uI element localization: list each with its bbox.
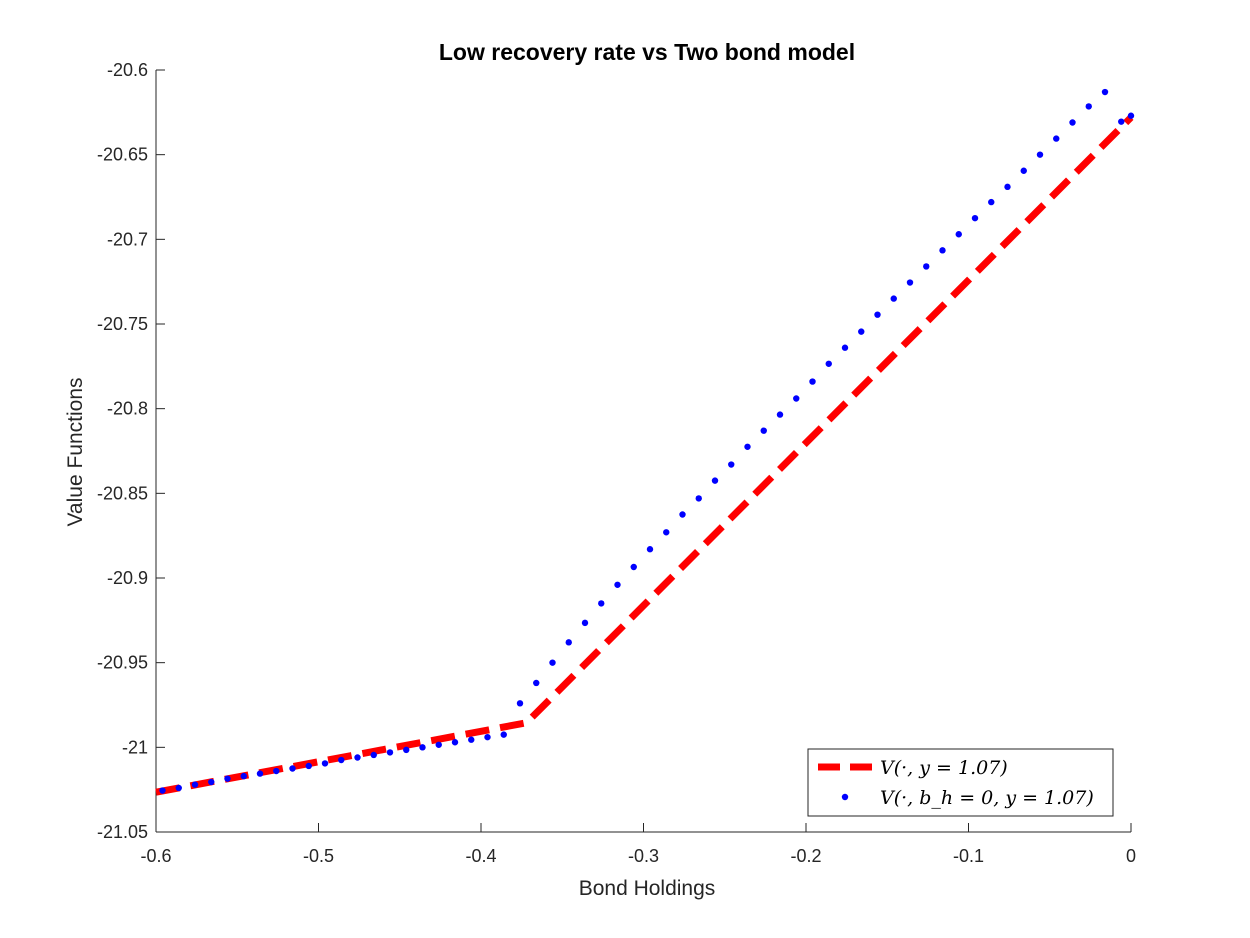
y-tick-label: -20.75: [97, 314, 148, 334]
y-tick-label: -20.7: [107, 229, 148, 249]
legend-entry-2: V(·, b_h = 0, y = 1.07): [880, 787, 1094, 809]
data-point: [906, 279, 914, 286]
y-tick-label: -21: [122, 737, 148, 757]
data-point: [256, 770, 264, 777]
data-point: [744, 443, 751, 450]
data-point: [468, 736, 475, 743]
data-point: [598, 600, 605, 607]
y-tick-label: -21.05: [97, 822, 148, 842]
data-point: [630, 563, 637, 571]
y-tick-label: -20.6: [107, 60, 148, 80]
data-point: [1069, 119, 1076, 126]
data-point: [793, 395, 800, 402]
data-point: [695, 495, 702, 502]
data-point: [1020, 167, 1027, 174]
data-point: [175, 784, 182, 792]
data-point: [1004, 183, 1011, 191]
legend-entry-1: V(·, y = 1.07): [880, 757, 1008, 779]
data-point: [451, 739, 459, 746]
data-point: [500, 731, 507, 738]
y-tick-label: -20.8: [107, 399, 148, 419]
data-point: [159, 787, 166, 794]
data-point: [776, 411, 784, 418]
x-tick-label: -0.5: [303, 846, 334, 866]
legend-swatch-dot: [841, 793, 849, 801]
data-point: [435, 741, 442, 748]
data-point: [1036, 151, 1044, 158]
data-point: [516, 700, 524, 707]
series-line-1: [155, 114, 1134, 796]
data-point: [988, 198, 995, 206]
data-point: [273, 767, 280, 775]
data-point: [1101, 88, 1109, 96]
data-point: [305, 762, 312, 770]
y-axis: -21.05 -21 -20.95 -20.9 -20.85 -20.8 -20.75 -20…: [97, 60, 165, 842]
data-point: [224, 775, 231, 782]
data-point: [939, 247, 946, 254]
data-point: [679, 511, 686, 518]
y-tick-label: -20.95: [97, 653, 148, 673]
data-point: [971, 214, 979, 222]
data-point: [1053, 135, 1060, 142]
data-point: [354, 754, 361, 761]
data-point: [338, 756, 345, 764]
x-tick-label: -0.3: [628, 846, 659, 866]
data-point: [549, 659, 556, 666]
data-point: [403, 746, 410, 754]
data-point: [191, 781, 199, 788]
data-point: [955, 231, 962, 238]
data-point: [663, 529, 670, 536]
y-tick-label: -20.65: [97, 145, 148, 165]
data-point: [419, 744, 426, 751]
data-point: [841, 344, 849, 351]
data-point: [614, 581, 621, 588]
data-point: [874, 311, 881, 318]
series-layer: [155, 88, 1135, 796]
x-tick-label: -0.2: [790, 846, 821, 866]
x-tick-label: -0.4: [465, 846, 496, 866]
data-point: [646, 546, 654, 553]
data-point: [533, 679, 540, 687]
x-axis: -0.6 -0.5 -0.4 -0.3 -0.2 -0.1 0: [140, 823, 1136, 866]
y-tick-label: -20.9: [107, 568, 148, 588]
x-tick-label: 0: [1126, 846, 1136, 866]
y-tick-label: -20.85: [97, 483, 148, 503]
data-point: [728, 461, 735, 468]
data-point: [208, 778, 215, 786]
legend: V(·, y = 1.07) V(·, b_h = 0, y = 1.07): [807, 748, 1114, 817]
data-point: [711, 477, 719, 484]
data-point: [825, 360, 832, 367]
data-point: [1118, 118, 1125, 125]
data-point: [809, 378, 816, 385]
chart-title: Low recovery rate vs Two bond model: [439, 39, 855, 65]
data-point: [289, 765, 296, 772]
x-tick-label: -0.6: [140, 846, 171, 866]
data-point: [321, 760, 329, 767]
y-axis-label: Value Functions: [64, 377, 87, 526]
data-point: [581, 619, 589, 627]
data-point: [240, 772, 247, 780]
data-point: [1085, 103, 1092, 110]
data-point: [484, 733, 491, 741]
data-point: [370, 751, 377, 759]
legend-box: [807, 748, 1114, 817]
data-point: [565, 639, 572, 646]
x-axis-label: Bond Holdings: [579, 877, 716, 900]
data-point: [858, 328, 865, 335]
data-point: [760, 427, 767, 434]
data-point: [923, 263, 930, 270]
data-point: [890, 295, 897, 302]
x-tick-label: -0.1: [953, 846, 984, 866]
data-point: [1127, 112, 1135, 119]
data-point: [386, 749, 394, 756]
